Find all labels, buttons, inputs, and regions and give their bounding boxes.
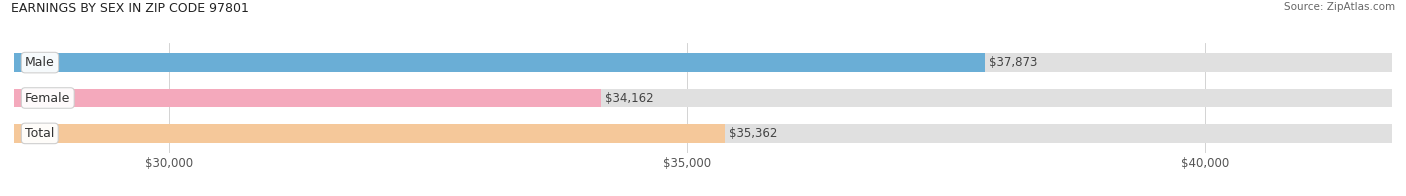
Bar <box>14 89 1392 107</box>
Text: $34,162: $34,162 <box>605 92 654 104</box>
Text: EARNINGS BY SEX IN ZIP CODE 97801: EARNINGS BY SEX IN ZIP CODE 97801 <box>11 2 249 15</box>
Bar <box>14 124 1392 143</box>
Text: Source: ZipAtlas.com: Source: ZipAtlas.com <box>1284 2 1395 12</box>
Text: Male: Male <box>25 56 55 69</box>
Text: $35,362: $35,362 <box>730 127 778 140</box>
Bar <box>14 53 1392 72</box>
Text: $37,873: $37,873 <box>990 56 1038 69</box>
Bar <box>14 89 600 107</box>
Text: Total: Total <box>25 127 55 140</box>
Bar <box>14 53 986 72</box>
Text: Female: Female <box>25 92 70 104</box>
Bar <box>14 124 725 143</box>
